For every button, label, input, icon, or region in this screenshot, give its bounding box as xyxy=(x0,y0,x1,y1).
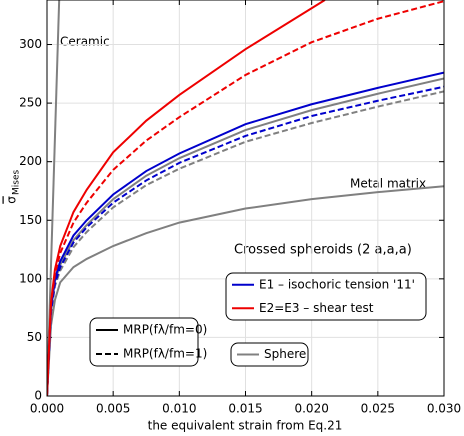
legend-label: Sphere xyxy=(264,347,306,361)
x-tick-label: 0.030 xyxy=(427,402,461,416)
annotation: Ceramic xyxy=(60,35,110,49)
legend-label: E1 – isochoric tension '11' xyxy=(259,277,415,291)
y-tick-label: 150 xyxy=(19,213,42,227)
series-line xyxy=(47,0,444,396)
plot-frame xyxy=(46,0,445,397)
x-tick-label: 0.000 xyxy=(30,402,64,416)
x-tick-label: 0.025 xyxy=(361,402,395,416)
y-tick-label: 50 xyxy=(27,330,42,344)
series-line xyxy=(47,0,326,396)
x-axis-label: the equivalent strain from Eq.21 xyxy=(148,419,343,433)
annotation: Crossed spheroids (2 a,a,a) xyxy=(234,243,412,258)
x-tick-label: 0.005 xyxy=(96,402,130,416)
legend-label: MRP(fλ/fm=1) xyxy=(123,347,207,361)
y-tick-label: 0 xyxy=(34,389,42,403)
x-tick-label: 0.020 xyxy=(294,402,328,416)
x-tick-label: 0.015 xyxy=(228,402,262,416)
y-tick-label: 250 xyxy=(19,96,42,110)
legend-label: E2=E3 – shear test xyxy=(259,301,374,315)
y-axis-label: σ Mises xyxy=(5,170,22,204)
series-line xyxy=(47,185,444,396)
annotation: Metal matrix xyxy=(350,177,426,191)
y-tick-label: 200 xyxy=(19,154,42,168)
y-tick-label: 100 xyxy=(19,271,42,285)
legend-box xyxy=(225,272,427,321)
y-axis-symbol: σ xyxy=(5,196,19,204)
series-line xyxy=(47,85,444,396)
y-tick-label: 300 xyxy=(19,37,42,51)
legend-label: MRP(fλ/fm=0) xyxy=(123,323,207,337)
x-tick-label: 0.010 xyxy=(162,402,196,416)
y-axis-subscript: Mises xyxy=(12,170,22,195)
legend-box xyxy=(230,342,309,367)
